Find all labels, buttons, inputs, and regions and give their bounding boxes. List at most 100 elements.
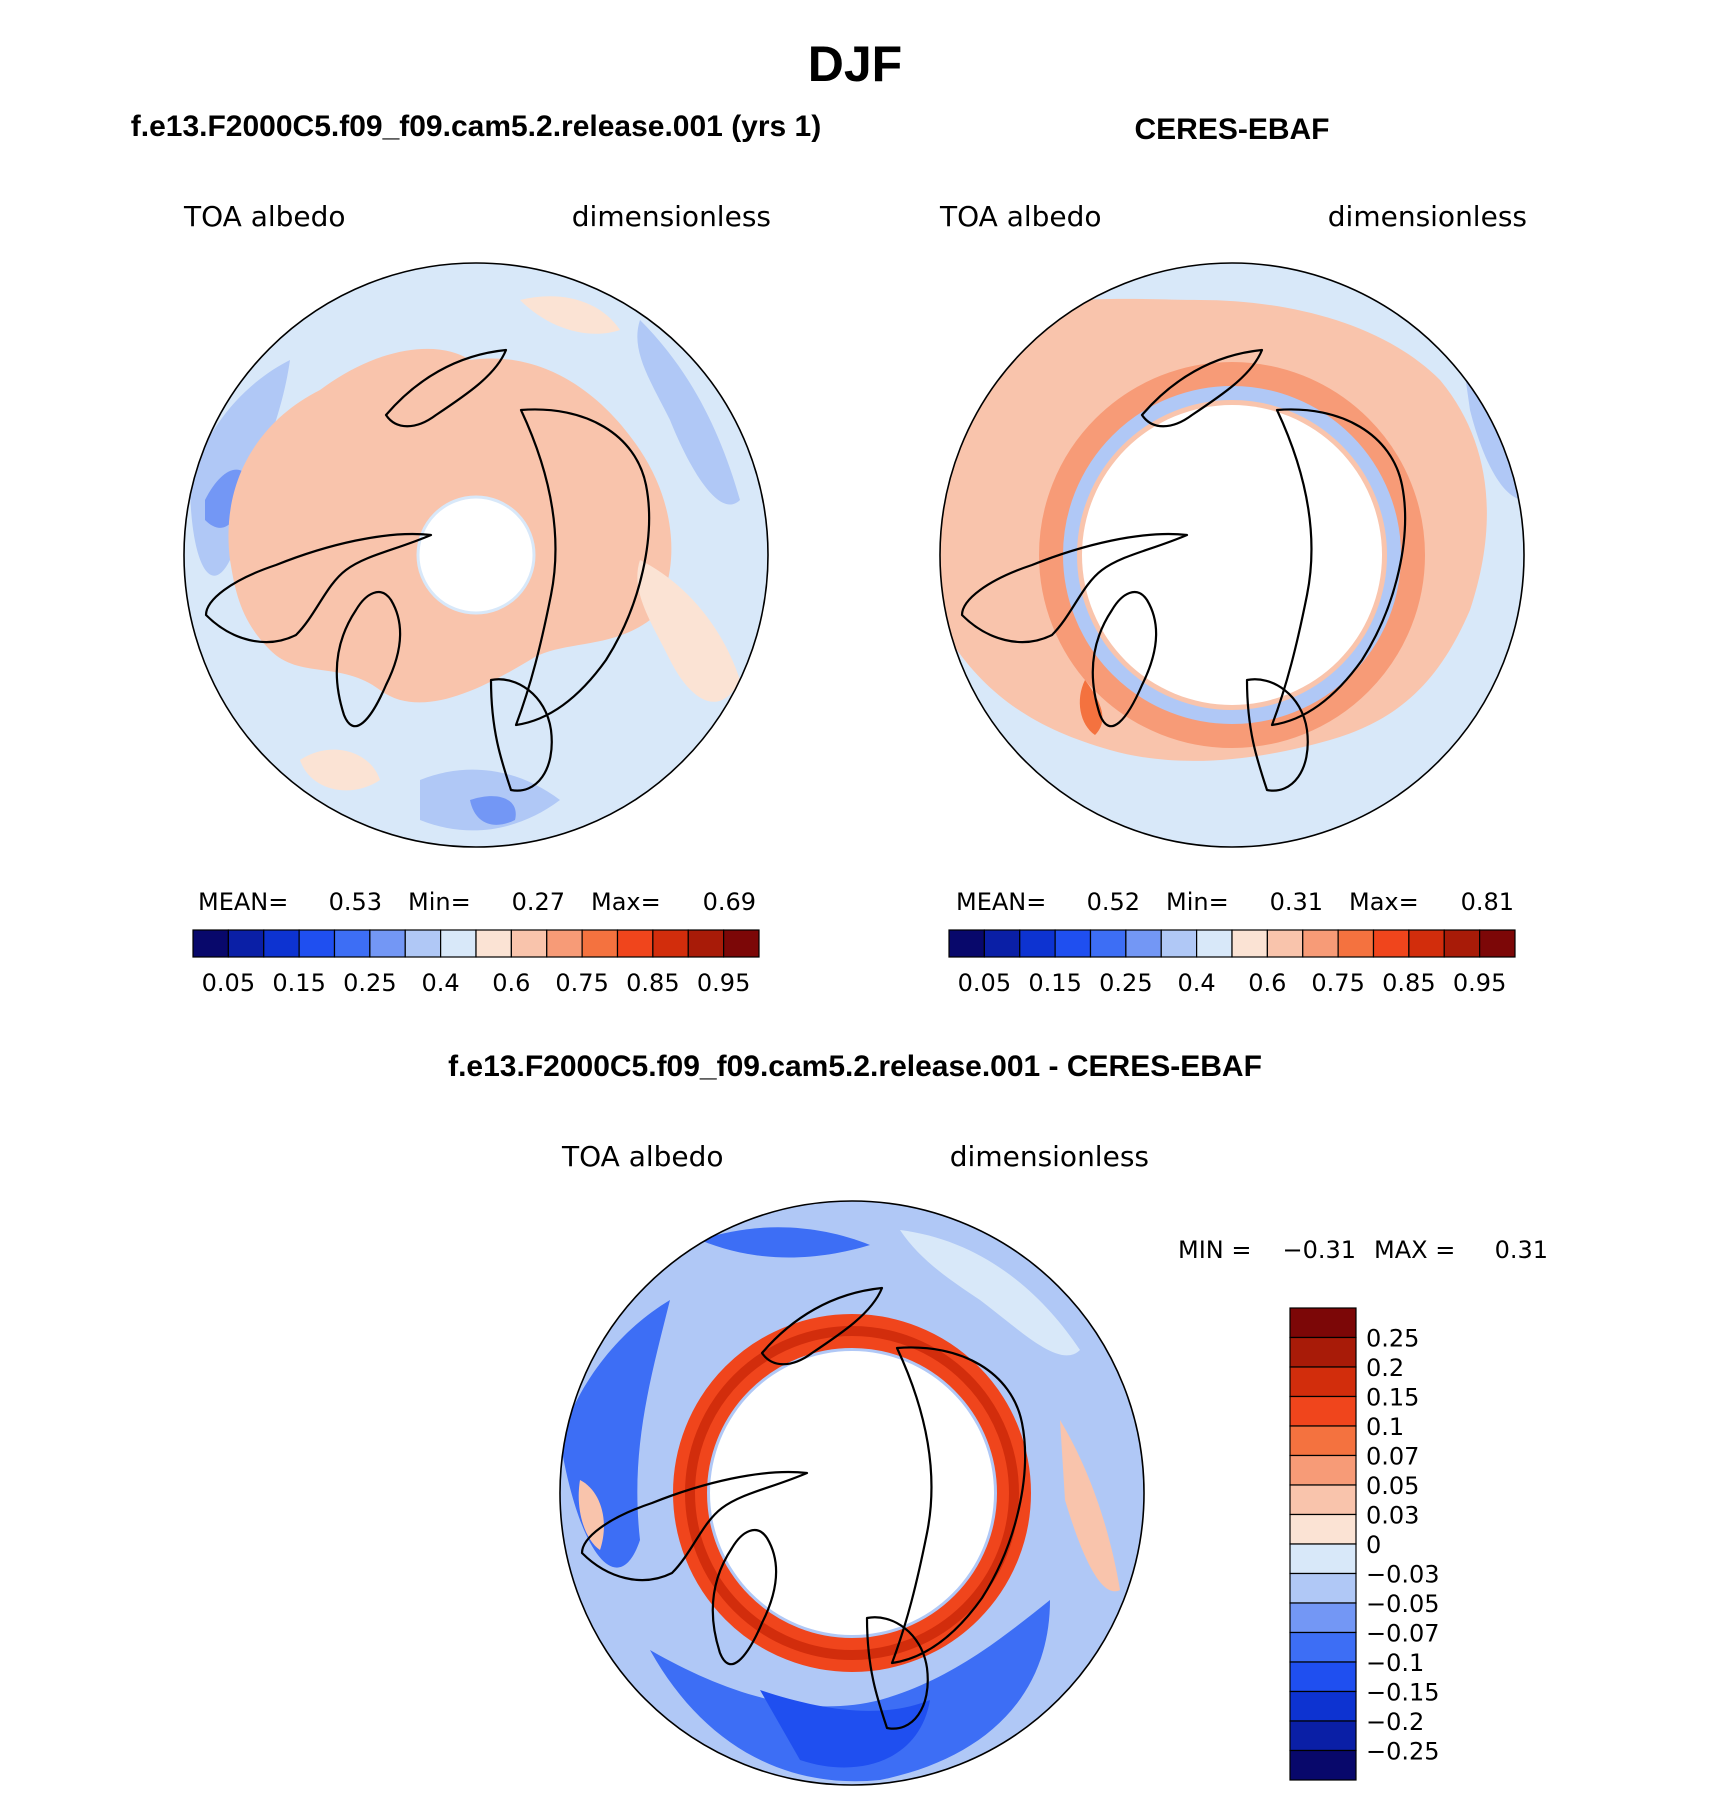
model-colorbar-swatch	[723, 929, 760, 958]
model-mean-label: MEAN=	[198, 888, 288, 916]
diff-map	[560, 1201, 1144, 1785]
model-colorbar-tick-label: 0.05	[202, 969, 255, 997]
obs-variable-label: TOA albedo	[939, 200, 1102, 233]
obs-min-value: 0.31	[1270, 888, 1323, 916]
model-colorbar	[192, 929, 760, 958]
diff-colorbar-tick-label: 0.1	[1366, 1413, 1404, 1441]
model-map	[184, 263, 768, 847]
obs-colorbar-tick-label: 0.75	[1311, 969, 1364, 997]
diff-colorbar-tick-label: −0.15	[1366, 1679, 1440, 1707]
diff-colorbar-swatch	[1289, 1720, 1357, 1752]
model-colorbar-swatch	[581, 929, 619, 958]
model-colorbar-swatch	[192, 929, 229, 958]
obs-colorbar-swatch	[1266, 929, 1304, 958]
model-colorbar-tick-label: 0.6	[492, 969, 530, 997]
obs-colorbar-swatch	[1443, 929, 1481, 958]
diff-colorbar-tick-label: −0.1	[1366, 1649, 1424, 1677]
obs-colorbar-swatch	[1089, 929, 1127, 958]
model-colorbar-swatch	[440, 929, 477, 958]
diff-colorbar-tick-label: −0.2	[1366, 1708, 1424, 1736]
diff-colorbar-swatch	[1289, 1690, 1357, 1722]
obs-colorbar-swatch	[948, 929, 985, 958]
obs-colorbar-swatch	[1196, 929, 1233, 958]
obs-colorbar-tick-label: 0.95	[1453, 969, 1506, 997]
diff-colorbar-swatch	[1289, 1661, 1357, 1693]
diff-colorbar	[1289, 1307, 1357, 1781]
obs-colorbar-tick-label: 0.25	[1099, 969, 1152, 997]
obs-colorbar-swatch	[1231, 929, 1268, 958]
model-colorbar-tick-label: 0.25	[343, 969, 396, 997]
model-colorbar-swatch	[263, 929, 300, 958]
obs-colorbar-tick-label: 0.4	[1178, 969, 1216, 997]
obs-colorbar	[948, 929, 1516, 958]
obs-colorbar-swatch	[1160, 929, 1198, 958]
obs-colorbar-swatch	[1019, 929, 1056, 958]
diff-colorbar-tick-label: 0.25	[1366, 1325, 1419, 1353]
model-colorbar-tick-label: 0.75	[555, 969, 608, 997]
model-panel: TOA albedo dimensionless MEAN= 0.53	[183, 200, 771, 997]
diff-colorbar-swatch	[1289, 1366, 1357, 1398]
diff-colorbar-tick-label: 0.03	[1366, 1502, 1419, 1530]
model-colorbar-tick-label: 0.95	[697, 969, 750, 997]
model-units-label: dimensionless	[572, 200, 771, 233]
obs-colorbar-swatch	[1337, 929, 1375, 958]
diff-colorbar-swatch	[1289, 1749, 1357, 1781]
model-colorbar-labels: 0.05 0.15 0.25 0.4 0.6 0.75 0.85 0.95	[202, 969, 751, 997]
diff-colorbar-swatch	[1289, 1543, 1357, 1575]
model-colorbar-tick-label: 0.85	[626, 969, 679, 997]
model-variable-label: TOA albedo	[183, 200, 346, 233]
diff-colorbar-tick-label: 0.2	[1366, 1354, 1404, 1382]
model-max-label: Max=	[591, 888, 661, 916]
diff-max-label: MAX =	[1374, 1236, 1455, 1264]
obs-max-label: Max=	[1349, 888, 1419, 916]
obs-colorbar-swatch	[1125, 929, 1162, 958]
diff-colorbar-swatch	[1289, 1307, 1357, 1339]
model-colorbar-swatch	[404, 929, 442, 958]
obs-panel-title: CERES-EBAF	[1134, 113, 1329, 146]
model-colorbar-swatch	[616, 929, 654, 958]
diff-colorbar-swatch	[1289, 1336, 1357, 1368]
diff-panel-title: f.e13.F2000C5.f09_f09.cam5.2.release.001…	[448, 1050, 1262, 1083]
model-colorbar-swatch	[298, 929, 336, 958]
diff-colorbar-swatch	[1289, 1631, 1357, 1663]
diff-colorbar-labels: 0.250.20.150.10.070.050.030−0.03−0.05−0.…	[1366, 1325, 1440, 1766]
model-panel-title: f.e13.F2000C5.f09_f09.cam5.2.release.001…	[131, 110, 821, 143]
diff-units-label: dimensionless	[950, 1140, 1149, 1173]
diff-colorbar-swatch	[1289, 1602, 1357, 1634]
diff-colorbar-tick-label: 0.07	[1366, 1443, 1419, 1471]
diff-colorbar-tick-label: 0.15	[1366, 1384, 1419, 1412]
diff-colorbar-tick-label: −0.25	[1366, 1738, 1440, 1766]
diff-colorbar-swatch	[1289, 1513, 1357, 1545]
obs-max-value: 0.81	[1461, 888, 1514, 916]
model-colorbar-swatch	[652, 929, 689, 958]
diff-colorbar-swatch	[1289, 1395, 1357, 1427]
obs-colorbar-swatch	[1479, 929, 1516, 958]
model-colorbar-swatch	[475, 929, 512, 958]
obs-colorbar-tick-label: 0.15	[1028, 969, 1081, 997]
diff-variable-label: TOA albedo	[561, 1140, 724, 1173]
obs-panel: TOA albedo dimensionless MEAN= 0.52 Min=…	[939, 200, 1527, 997]
obs-colorbar-swatch	[1302, 929, 1339, 958]
obs-colorbar-swatch	[983, 929, 1021, 958]
model-colorbar-swatch	[227, 929, 265, 958]
diff-colorbar-swatch	[1289, 1425, 1357, 1457]
obs-colorbar-swatch	[1408, 929, 1445, 958]
obs-units-label: dimensionless	[1328, 200, 1527, 233]
diff-panel: TOA albedo dimensionless MIN = −0.31 MAX…	[559, 1140, 1548, 1786]
model-colorbar-swatch	[510, 929, 548, 958]
model-colorbar-tick-label: 0.15	[272, 969, 325, 997]
model-colorbar-swatch	[333, 929, 371, 958]
obs-colorbar-swatch	[1054, 929, 1092, 958]
diff-colorbar-swatch	[1289, 1572, 1357, 1604]
model-colorbar-swatch	[546, 929, 583, 958]
diff-colorbar-swatch	[1289, 1484, 1357, 1516]
diff-colorbar-tick-label: −0.05	[1366, 1590, 1440, 1618]
model-min-value: 0.27	[512, 888, 565, 916]
obs-colorbar-swatch	[1372, 929, 1410, 958]
model-min-label: Min=	[408, 888, 471, 916]
figure-title: DJF	[808, 36, 902, 92]
model-colorbar-swatch	[687, 929, 725, 958]
model-colorbar-tick-label: 0.4	[422, 969, 460, 997]
obs-mean-value: 0.52	[1087, 888, 1140, 916]
